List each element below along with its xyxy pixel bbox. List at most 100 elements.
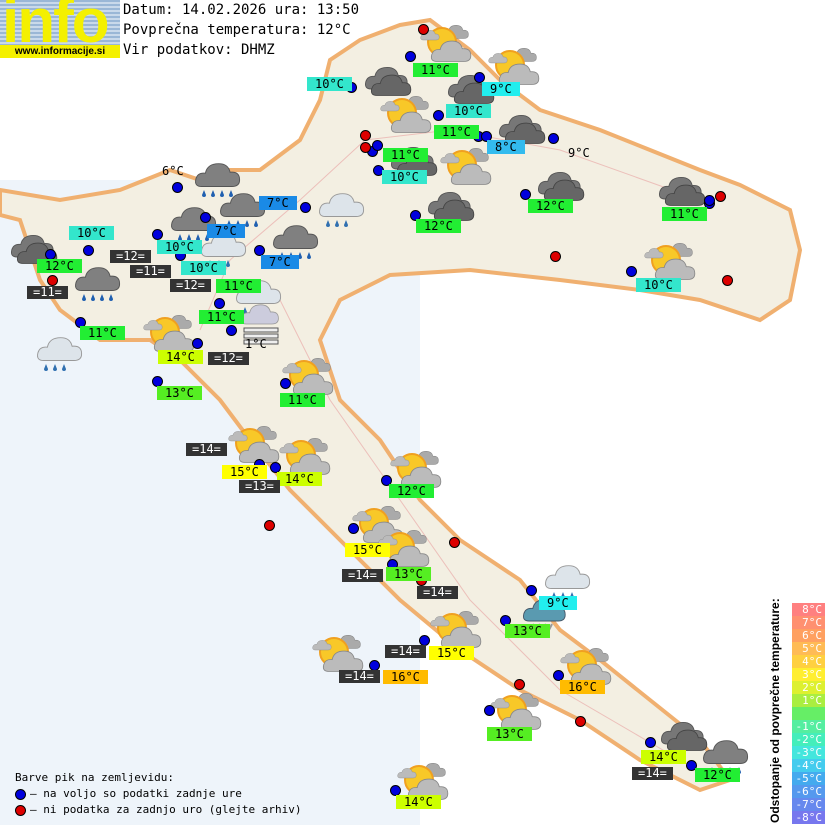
station-dot-current[interactable] [254,245,265,256]
legend-blue-item: – na voljo so podatki zadnje ure [15,786,302,802]
temperature-label: 15°C [429,646,474,660]
temperature-label: 11°C [413,63,458,77]
station-dot-current[interactable] [553,670,564,681]
logo-url[interactable]: www.informacije.si [0,45,120,58]
station-dot-current[interactable] [200,212,211,223]
partly-sunny-icon [488,45,540,89]
deviation-step: 4°C [792,655,825,668]
overcast-icon [658,715,710,759]
temperature-label: 10°C [382,170,427,184]
temperature-label: 12°C [416,219,461,233]
blue-dot-icon [15,788,26,800]
station-dot-missing[interactable] [449,537,460,548]
station-dot-missing[interactable] [47,275,58,286]
station-dot-current[interactable] [300,202,311,213]
temperature-label: 13°C [487,727,532,741]
station-dot-missing[interactable] [575,716,586,727]
station-dot-current[interactable] [484,705,495,716]
station-dot-current[interactable] [481,131,492,142]
station-dot-current[interactable] [152,229,163,240]
station-dot-current[interactable] [348,523,359,534]
station-dot-current[interactable] [645,737,656,748]
wind-label: =12= [170,279,211,292]
station-dot-missing[interactable] [418,24,429,35]
partly-sunny-icon [420,22,472,66]
rain-icon [72,262,124,306]
temperature-label: 16°C [383,670,428,684]
station-dot-current[interactable] [686,760,697,771]
temperature-label: 11°C [280,393,325,407]
wind-label: =14= [339,670,380,683]
station-dot-missing[interactable] [550,251,561,262]
informacije-logo[interactable]: info www.informacije.si [0,0,120,58]
temperature-label: 9°C [482,82,520,96]
station-dot-missing[interactable] [360,142,371,153]
station-dot-current[interactable] [226,325,237,336]
temperature-label: 13°C [157,386,202,400]
station-dot-current[interactable] [548,133,559,144]
station-dot-current[interactable] [192,338,203,349]
temperature-label: 14°C [277,472,322,486]
partly-sunny-icon [352,503,404,547]
wind-label: =11= [27,286,68,299]
deviation-step: -1°C [792,720,825,733]
station-dot-current[interactable] [405,51,416,62]
station-dot-current[interactable] [704,195,715,206]
station-dot-current[interactable] [526,585,537,596]
temperature-label: 7°C [259,196,297,210]
deviation-step: 1°C [792,694,825,707]
overcast-icon [496,108,548,152]
deviation-step: -6°C [792,785,825,798]
station-dot-missing[interactable] [360,130,371,141]
partly-sunny-icon [279,435,331,479]
deviation-step: 2°C [792,681,825,694]
legend-blue-text: – na voljo so podatki zadnje ure [30,787,242,800]
station-dot-current[interactable] [172,182,183,193]
station-dot-current[interactable] [474,72,485,83]
legend-red-text: – ni podatka za zadnjo uro (glejte arhiv… [30,803,302,816]
station-dot-current[interactable] [270,462,281,473]
temperature-label: 10°C [307,77,352,91]
station-dot-missing[interactable] [722,275,733,286]
temperature-label: 12°C [389,484,434,498]
temperature-label: 11°C [216,279,261,293]
light-rain-icon [34,332,86,376]
partly-sunny-icon [440,145,492,189]
temperature-label: 10°C [181,261,226,275]
wind-label: =14= [385,645,426,658]
temperature-label: 7°C [261,255,299,269]
wind-label: =12= [208,352,249,365]
date-line: Datum: 14.02.2026 ura: 13:50 [123,2,360,18]
partly-sunny-icon [312,632,364,676]
partly-sunny-icon [228,423,280,467]
overcast-icon [362,60,414,104]
temperature-label: 9°C [568,146,590,160]
station-dot-current[interactable] [381,475,392,486]
station-dot-current[interactable] [410,210,421,221]
temperature-label: 12°C [528,199,573,213]
station-dot-missing[interactable] [264,520,275,531]
station-dot-current[interactable] [83,245,94,256]
station-dot-missing[interactable] [514,679,525,690]
deviation-step: -7°C [792,798,825,811]
deviation-step: -4°C [792,759,825,772]
legend-title: Barve pik na zemljevidu: [15,771,174,784]
station-dot-current[interactable] [372,140,383,151]
deviation-step [792,707,825,720]
red-dot-icon [15,804,26,816]
partly-sunny-icon [397,760,449,804]
station-dot-missing[interactable] [715,191,726,202]
station-dot-current[interactable] [626,266,637,277]
station-dot-current[interactable] [520,189,531,200]
station-dot-current[interactable] [280,378,291,389]
station-dot-current[interactable] [390,785,401,796]
wind-label: =12= [110,250,151,263]
station-dot-current[interactable] [433,110,444,121]
temperature-label: 11°C [434,125,479,139]
station-dot-current[interactable] [214,298,225,309]
temperature-label: 8°C [487,140,525,154]
deviation-step: 8°C [792,603,825,616]
wind-label: =14= [342,569,383,582]
deviation-step: -3°C [792,746,825,759]
temperature-label: 10°C [69,226,114,240]
